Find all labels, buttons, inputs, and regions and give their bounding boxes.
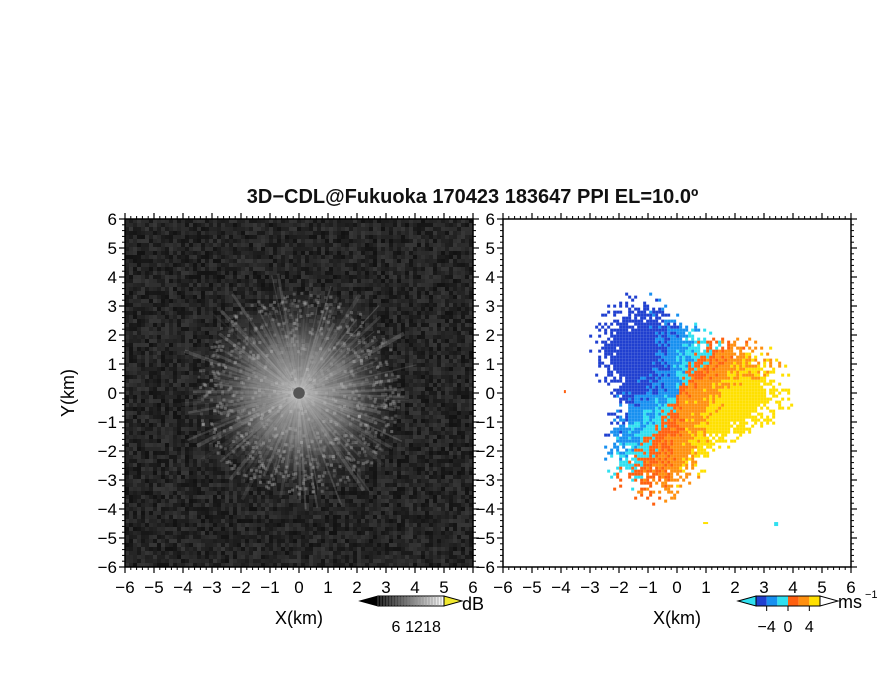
right-y-tick-label: 2	[486, 326, 495, 345]
right-y-tick-label: 1	[486, 355, 495, 374]
colorbar-tick-label: −4	[758, 619, 776, 636]
colorbar-segment	[767, 596, 778, 606]
right-y-tick-label: 3	[486, 297, 495, 316]
left-y-tick-label: −2	[98, 442, 117, 461]
left-x-tick-label: −2	[231, 578, 250, 597]
right-x-tick-label: −5	[522, 578, 541, 597]
left-x-tick-label: 2	[352, 578, 361, 597]
left-y-tick-label: 4	[108, 268, 117, 287]
isolated-pixel	[703, 522, 708, 524]
colorbar-segment	[809, 596, 820, 606]
right-y-tick-label: −5	[476, 529, 495, 548]
colorbar-unit: dB	[462, 594, 484, 614]
colorbar-unit-exponent: −1	[865, 589, 878, 601]
left-x-tick-label: 0	[294, 578, 303, 597]
left-y-tick-label: −6	[98, 558, 117, 577]
right-x-tick-label: 2	[730, 578, 739, 597]
left-y-tick-label: 1	[108, 355, 117, 374]
velocity-panel	[503, 219, 851, 567]
right-y-tick-label: −6	[476, 558, 495, 577]
left-y-tick-label: 3	[108, 297, 117, 316]
colorbar-over-arrow	[444, 596, 462, 606]
right-y-tick-label: 6	[486, 210, 495, 229]
colorbar-tick-label: 6	[392, 619, 401, 636]
left-x-tick-label: 1	[323, 578, 332, 597]
colorbar-tick-label: 4	[805, 619, 814, 636]
right-x-axis-label: X(km)	[653, 608, 701, 628]
colorbar-unit: ms	[838, 592, 862, 612]
right-y-tick-label: −4	[476, 500, 495, 519]
left-x-tick-label: 5	[439, 578, 448, 597]
right-x-tick-label: 1	[701, 578, 710, 597]
right-y-tick-label: −1	[476, 413, 495, 432]
right-y-tick-label: 0	[486, 384, 495, 403]
left-x-tick-label: −3	[202, 578, 221, 597]
left-y-tick-label: 0	[108, 384, 117, 403]
colorbar-tick-label: 18	[423, 619, 441, 636]
right-y-tick-label: −3	[476, 471, 495, 490]
colorbar-segment	[756, 596, 767, 606]
colorbar-tick-label: 12	[405, 619, 423, 636]
right-x-tick-label: 0	[672, 578, 681, 597]
y-axis-label: Y(km)	[58, 369, 78, 417]
right-x-tick-label: −4	[551, 578, 570, 597]
velocity-field	[503, 219, 851, 567]
left-x-tick-label: 4	[410, 578, 419, 597]
right-y-tick-label: 4	[486, 268, 495, 287]
left-y-tick-label: 6	[108, 210, 117, 229]
colorbar-segment	[777, 596, 788, 606]
right-x-tick-label: −3	[580, 578, 599, 597]
isolated-pixel	[774, 522, 778, 526]
left-y-tick-label: −3	[98, 471, 117, 490]
reflectivity-field	[125, 219, 473, 567]
reflectivity-panel	[125, 219, 473, 567]
right-y-tick-label: 5	[486, 239, 495, 258]
colorbar-under-arrow	[360, 596, 378, 606]
isolated-pixel	[564, 390, 566, 393]
center-hole	[293, 387, 305, 399]
right-y-tick-label: −2	[476, 442, 495, 461]
right-x-tick-label: −6	[493, 578, 512, 597]
left-y-tick-label: −5	[98, 529, 117, 548]
left-x-axis-label: X(km)	[275, 608, 323, 628]
right-x-tick-label: −2	[609, 578, 628, 597]
colorbar-tick-label: 0	[784, 619, 793, 636]
left-x-tick-label: −5	[144, 578, 163, 597]
colorbar-segment	[799, 596, 810, 606]
left-x-tick-label: −4	[173, 578, 192, 597]
left-y-tick-label: 5	[108, 239, 117, 258]
figure-title: 3D−CDL@Fukuoka 170423 183647 PPI EL=10.0…	[0, 186, 880, 209]
left-y-tick-label: 2	[108, 326, 117, 345]
colorbar-segment	[788, 596, 799, 606]
right-x-tick-label: 5	[817, 578, 826, 597]
left-y-tick-label: −4	[98, 500, 117, 519]
left-x-tick-label: −1	[260, 578, 279, 597]
right-x-tick-label: 4	[788, 578, 797, 597]
left-x-tick-label: 3	[381, 578, 390, 597]
colorbar-under-arrow	[738, 596, 756, 606]
right-x-tick-label: 3	[759, 578, 768, 597]
colorbar-over-arrow	[820, 596, 838, 606]
right-x-tick-label: −1	[638, 578, 657, 597]
left-x-tick-label: −6	[115, 578, 134, 597]
left-y-tick-label: −1	[98, 413, 117, 432]
